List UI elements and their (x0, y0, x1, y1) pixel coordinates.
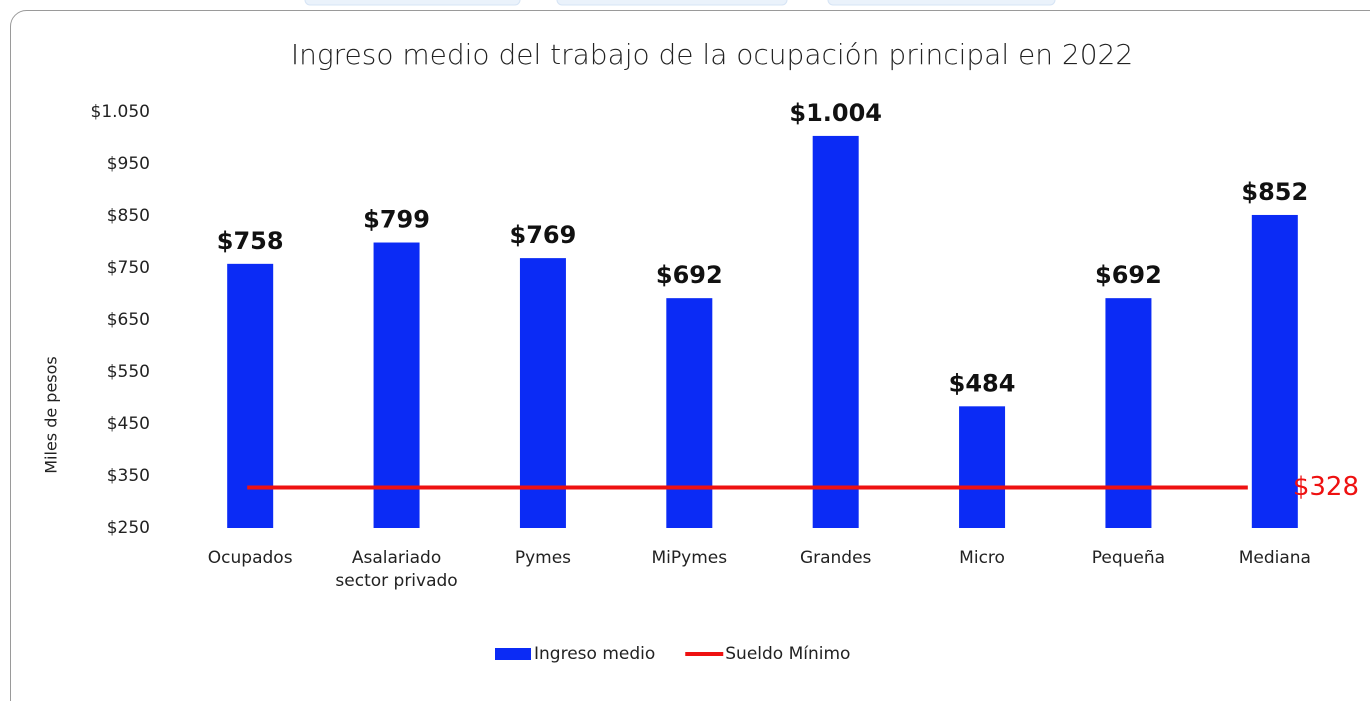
bar (959, 406, 1006, 528)
value-label: $692 (1095, 261, 1162, 289)
bar (1251, 214, 1298, 528)
value-label: $852 (1241, 178, 1308, 206)
y-tick-label: $450 (107, 414, 150, 434)
card (10, 10, 1370, 701)
value-label: $799 (363, 206, 430, 234)
legend-label: Ingreso medio (534, 644, 655, 664)
bar (666, 298, 713, 528)
value-label: $692 (656, 261, 723, 289)
value-label: $769 (510, 221, 577, 249)
x-tick-label: Mediana (1238, 548, 1311, 568)
y-tick-label: $750 (107, 258, 150, 278)
bar (373, 242, 420, 528)
value-label: $758 (217, 227, 284, 255)
reference-label: $328 (1293, 472, 1359, 502)
y-tick-label: $950 (107, 154, 150, 174)
x-tick-label: Grandes (799, 548, 872, 568)
x-tick-label: Asalariado sector privado (335, 548, 458, 591)
bar (1105, 298, 1152, 528)
x-tick-label: Ocupados (207, 548, 293, 568)
x-tick-label: MiPymes (651, 548, 728, 568)
bar (227, 263, 274, 528)
y-tick-label: $350 (107, 466, 150, 486)
tab[interactable] (304, 0, 521, 6)
y-tick-label: $1.050 (91, 102, 150, 122)
y-tick-label: $850 (107, 206, 150, 226)
value-label: $1.004 (789, 99, 882, 127)
x-tick-label: Micro (959, 548, 1005, 568)
y-tick-label: $250 (107, 518, 150, 538)
tab[interactable] (827, 0, 1056, 6)
y-axis-label: Miles de pesos (42, 356, 61, 474)
value-label: $484 (949, 369, 1016, 397)
y-tick-label: $550 (107, 362, 150, 382)
bar (812, 135, 859, 529)
x-tick-label: Pequeña (1091, 548, 1166, 568)
bar (519, 258, 566, 528)
y-tick-label: $650 (107, 310, 150, 330)
tab[interactable] (556, 0, 788, 6)
chart-title: Ingreso medio del trabajo de la ocupació… (291, 38, 1133, 71)
legend-label: Sueldo Mínimo (725, 644, 850, 664)
x-tick-label: Pymes (514, 548, 572, 568)
legend-swatch (495, 648, 531, 660)
